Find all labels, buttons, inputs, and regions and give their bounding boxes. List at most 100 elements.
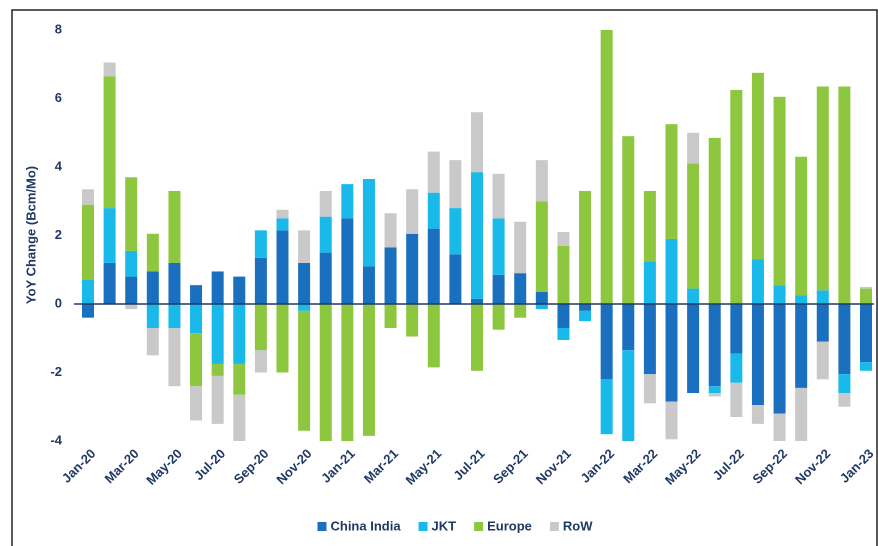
bar-segment	[838, 393, 851, 407]
bar-segment	[103, 208, 116, 263]
bar-segment	[341, 184, 354, 219]
bar-segment	[535, 160, 548, 202]
x-tick-label: Jan-20	[59, 446, 99, 486]
legend-label: RoW	[563, 518, 593, 533]
bar-segment	[168, 304, 181, 328]
bar-segment	[795, 387, 808, 441]
x-tick-label: Jul-20	[191, 446, 228, 483]
bar-segment	[600, 30, 613, 304]
bar-segment	[427, 151, 440, 193]
bar-segment	[665, 401, 678, 440]
bar-segment	[319, 252, 332, 304]
legend-swatch	[474, 522, 484, 531]
y-tick-label: 6	[55, 90, 62, 105]
bar-segment	[751, 259, 764, 304]
legend: China India JKT Europe RoW	[317, 518, 593, 533]
y-tick-label: 4	[55, 158, 63, 173]
x-tick-label: Nov-20	[273, 446, 314, 487]
bar-segment	[254, 230, 267, 258]
legend-label: China India	[330, 518, 401, 533]
bar-segment	[492, 173, 505, 219]
bar-segment	[557, 304, 570, 328]
bar-segment	[427, 228, 440, 304]
y-tick-label: 2	[55, 227, 62, 242]
bar-segment	[730, 89, 743, 304]
bar-segment	[449, 160, 462, 209]
bar-segment	[125, 304, 138, 310]
bar-segment	[190, 333, 203, 387]
bar-segment	[146, 233, 159, 272]
bar-segment	[579, 190, 592, 304]
bar-segment	[860, 304, 872, 363]
bar-segment	[82, 304, 94, 318]
bar-segment	[362, 304, 375, 436]
y-tick-label: -4	[50, 432, 62, 447]
legend-label: JKT	[432, 518, 457, 533]
bar-segment	[687, 163, 700, 289]
x-tick-label: Sep-20	[231, 446, 272, 487]
bar-segment	[838, 304, 851, 375]
bar-segment	[557, 245, 570, 304]
bar-segment	[211, 304, 224, 364]
bar-segment	[406, 233, 419, 304]
bar-segment	[384, 213, 397, 248]
bar-segment	[125, 177, 138, 251]
x-tick-label: Jan-22	[577, 446, 617, 486]
bar-segment	[384, 304, 397, 328]
bar-segment	[795, 295, 808, 304]
bar-segment	[492, 304, 505, 330]
bar-segment	[622, 350, 635, 441]
bar-segment	[860, 288, 872, 304]
bar-segment	[492, 274, 505, 304]
x-tick-label: Jul-21	[450, 446, 487, 483]
bar-segment	[622, 304, 635, 351]
bar-segment	[298, 230, 311, 263]
bar-segment	[773, 413, 786, 441]
bar-segment	[449, 208, 462, 255]
bar-segment	[276, 230, 289, 304]
bar-segment	[298, 262, 311, 304]
bar-segment	[362, 178, 375, 267]
bar-segment	[82, 189, 94, 205]
bar-segment	[427, 192, 440, 229]
bar-segment	[254, 350, 267, 373]
bar-segment	[406, 304, 419, 337]
bar-segment	[190, 285, 203, 304]
bar-segment	[319, 216, 332, 253]
bar-segment	[773, 304, 786, 414]
bar-segment	[471, 298, 483, 304]
bar-segment	[751, 304, 764, 406]
bar-segment	[341, 304, 354, 441]
bar-segment	[665, 238, 678, 304]
bar-segment	[708, 137, 721, 304]
bar-segment	[816, 86, 829, 291]
bar-segment	[211, 375, 224, 424]
y-axis-label: YoY Change (Bcm/Mo)	[23, 166, 38, 304]
bar-segment	[730, 353, 743, 383]
bar-segment	[211, 271, 224, 304]
bar-segment	[643, 261, 656, 304]
bar-segment	[146, 271, 159, 304]
bar-segment	[514, 221, 527, 274]
plot-area	[82, 30, 872, 441]
bar-segment	[643, 304, 656, 375]
bar-segment	[233, 394, 246, 441]
bar-segment	[471, 112, 483, 173]
bar-segment	[600, 304, 613, 380]
x-tick-label: Mar-20	[102, 446, 142, 486]
bar-segment	[557, 327, 570, 340]
x-tick-label: Jul-22	[710, 446, 747, 483]
bar-segment	[319, 190, 332, 217]
y-tick-label: 8	[55, 21, 62, 36]
y-tick-label: -2	[50, 364, 62, 379]
bar-segment	[190, 386, 203, 421]
x-tick-label: Jan-21	[318, 446, 358, 486]
bar-segment	[643, 374, 656, 404]
x-tick-label: May-22	[662, 446, 704, 488]
bar-segment	[341, 218, 354, 304]
legend-swatch	[549, 522, 559, 531]
bar-segment	[82, 280, 94, 304]
bar-segment	[492, 218, 505, 275]
x-tick-label: Jan-23	[837, 446, 877, 486]
bar-segment	[816, 304, 829, 342]
